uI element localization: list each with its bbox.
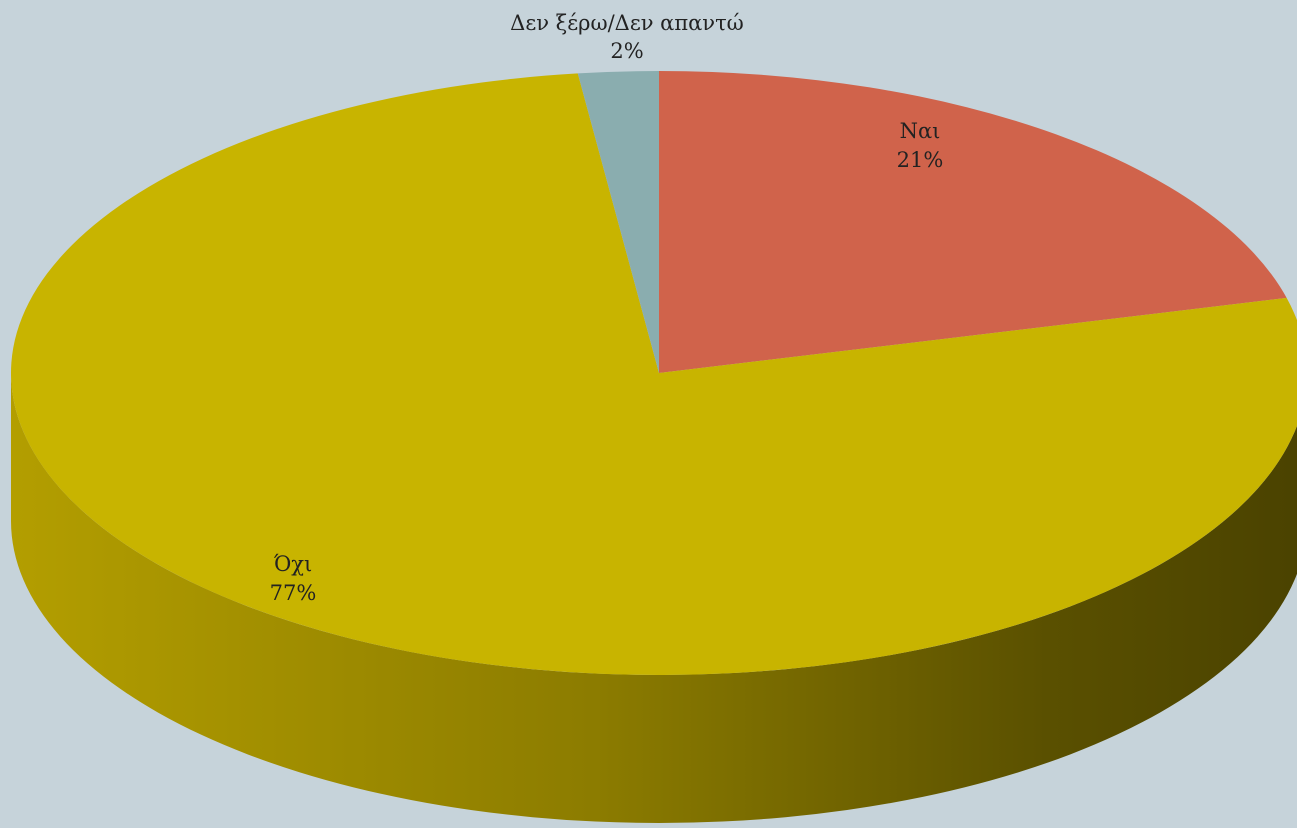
pie-slices	[11, 71, 1297, 675]
slice-label-value-2: 2%	[610, 39, 643, 63]
slice-label-category-2: Δεν ξέρω/Δεν απαντώ	[510, 11, 744, 35]
slice-label-value-0: 21%	[897, 148, 944, 172]
slice-label-category-1: Όχι	[274, 552, 313, 576]
pie-slice-1	[11, 73, 1297, 675]
pie-slice-0	[659, 71, 1287, 373]
pie-side-wall	[11, 373, 1297, 823]
slice-label-category-0: Ναι	[900, 119, 941, 143]
slice-label-value-1: 77%	[270, 581, 317, 605]
pie-side-face	[11, 373, 1297, 823]
pie-slice-2	[577, 71, 659, 373]
